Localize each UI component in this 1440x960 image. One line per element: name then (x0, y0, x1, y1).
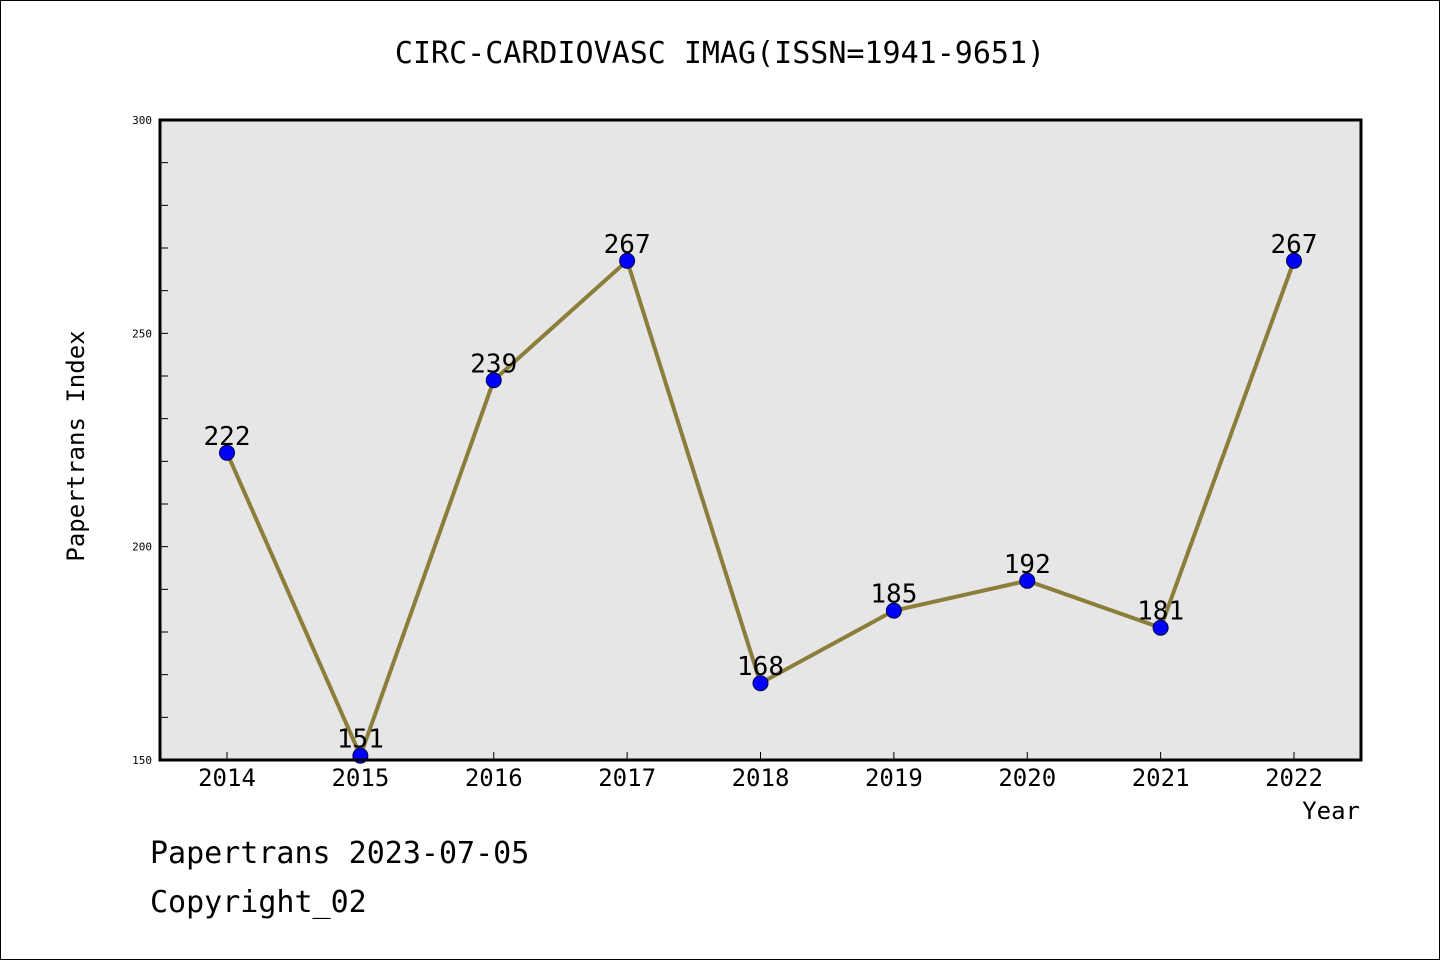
x-axis-label: Year (1302, 797, 1360, 825)
data-point (1152, 619, 1169, 636)
data-labels: 222 151 239 267 168 185 192 181 267 (204, 230, 1318, 755)
x-tick-label: 2016 (465, 764, 523, 792)
y-tick-label: 200 (132, 541, 152, 554)
data-point (1286, 252, 1302, 269)
data-label: 239 (470, 349, 517, 379)
data-point (619, 252, 636, 269)
x-tick-label: 2020 (998, 764, 1056, 792)
chart-title: CIRC-CARDIOVASC IMAG(ISSN=1941-9651) (394, 36, 1046, 71)
x-tick-labels: 2014 2015 2016 2017 2018 2019 2020 2021 2022 (198, 764, 1323, 792)
footer-copyright: Copyright_02 (150, 885, 367, 920)
data-label: 267 (1271, 230, 1318, 260)
data-point (1019, 572, 1036, 589)
data-label: 267 (604, 230, 651, 260)
y-tick-label: 300 (132, 114, 152, 127)
data-label: 185 (870, 580, 917, 610)
x-tick-label: 2021 (1132, 764, 1190, 792)
y-tick-label: 150 (132, 754, 152, 767)
x-tick-label: 2015 (331, 764, 389, 792)
x-tick-label: 2018 (732, 764, 790, 792)
data-label: 151 (337, 725, 384, 755)
x-tick-label: 2022 (1265, 764, 1323, 792)
x-tick-label: 2017 (598, 764, 656, 792)
data-label: 168 (737, 652, 784, 682)
x-tick-label: 2019 (865, 764, 923, 792)
x-tick-label: 2014 (198, 764, 256, 792)
plot-background (160, 120, 1361, 760)
data-label: 181 (1137, 597, 1184, 627)
data-point (485, 372, 502, 389)
data-point (752, 675, 769, 692)
data-label: 192 (1004, 550, 1051, 580)
y-axis-label: Papertrans Index (62, 330, 90, 562)
data-point (885, 602, 902, 619)
plot-border (158, 118, 1363, 762)
data-point (219, 444, 235, 461)
data-label: 222 (204, 422, 251, 452)
y-tick-label: 250 (132, 327, 152, 340)
y-tick-labels: 150 200 250 300 (132, 114, 152, 767)
footer-date: Papertrans 2023-07-05 (150, 836, 530, 871)
